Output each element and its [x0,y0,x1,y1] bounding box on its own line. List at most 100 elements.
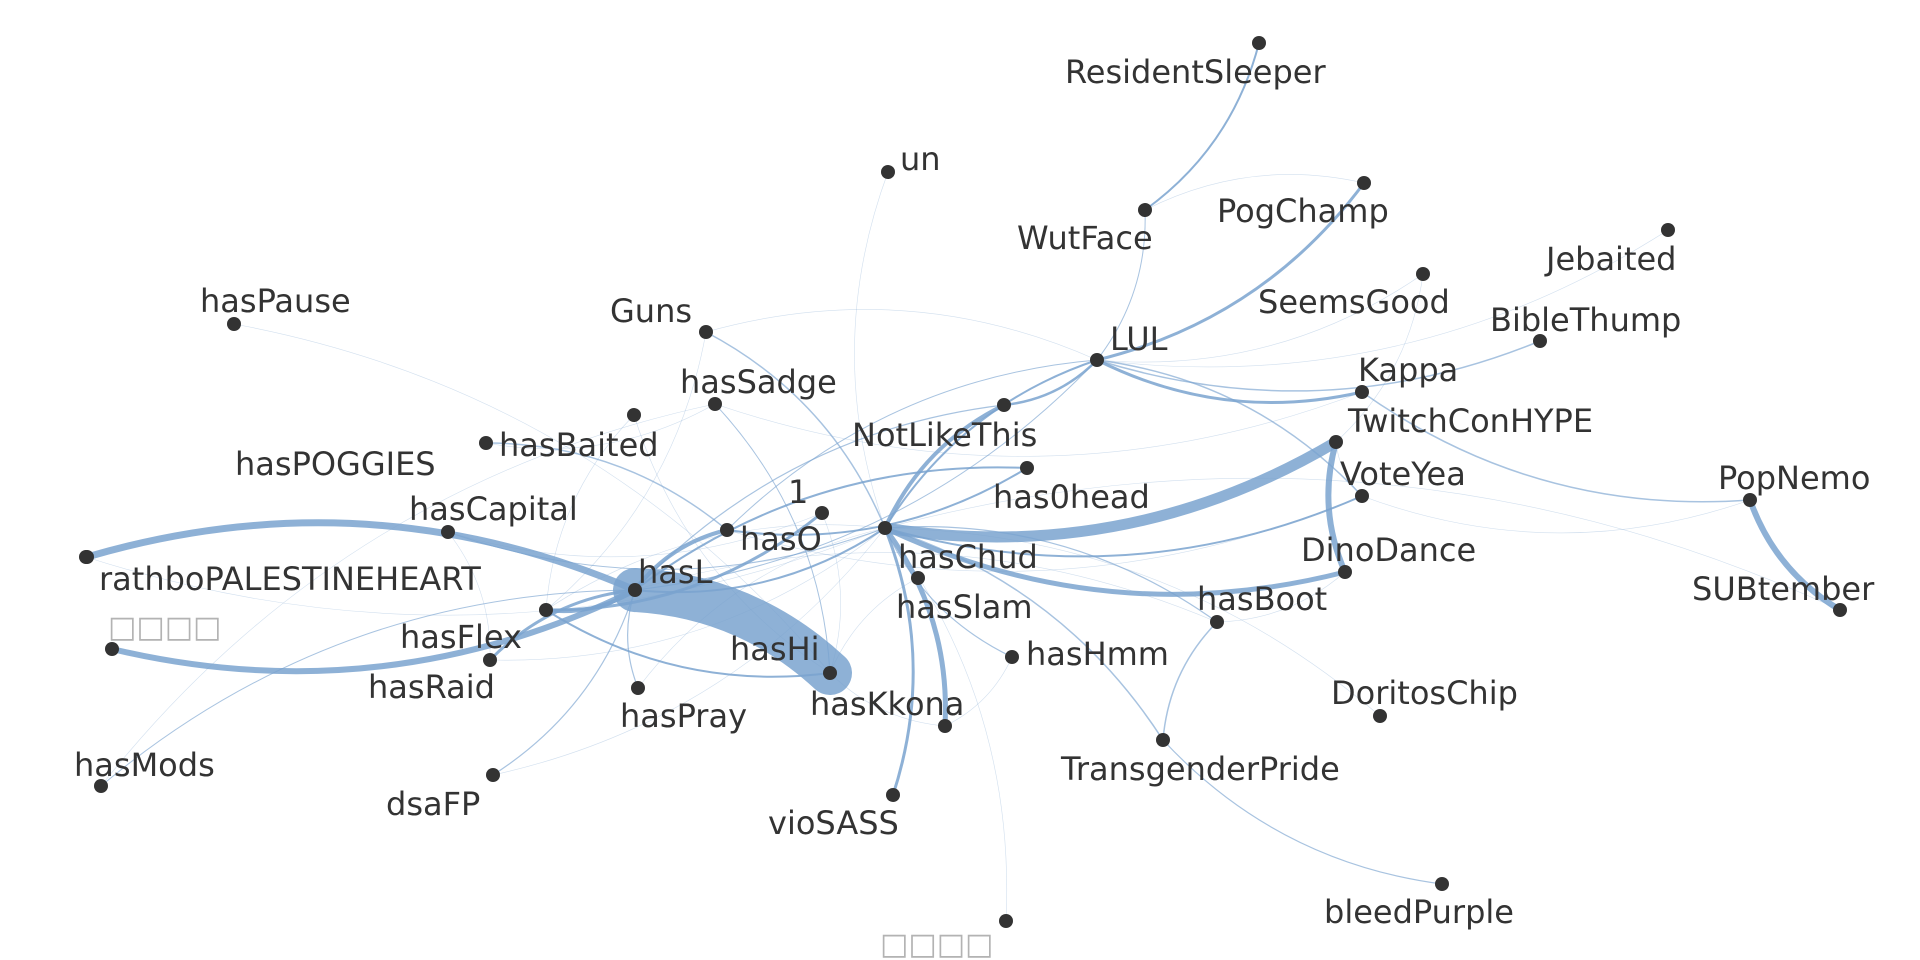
node-hasflex-label: hasFlex [400,618,522,656]
node-residentsleeper-label: ResidentSleeper [1065,53,1326,91]
edge-hasl-haso [633,528,729,592]
node-has0head-label: has0head [993,478,1150,516]
node-guns-dot [699,325,713,339]
edge-wutface-residentsleeper [1144,42,1260,211]
node-haso-dot [720,523,734,537]
edge-haschud-lul [884,359,1098,529]
edge-hascapital-haschud [447,527,886,570]
node-un-label: un [900,140,941,178]
edge-haschud-hashmm [884,527,1013,658]
node-viosass-dot [886,788,900,802]
edge-hassadge-kappa [714,391,1363,457]
node-hashmm-label: hasHmm [1026,635,1169,673]
edge-lul-voteyea [1096,359,1363,497]
edge-hasflex-1 [544,511,824,612]
node-wutface-label: WutFace [1017,219,1153,257]
edge-guns-lul [705,309,1098,361]
node-haspray-dot [631,681,645,695]
node-haspray-label: hasPray [620,697,747,735]
node-hasl-dot [628,583,642,597]
edge-haspause-hashi [233,323,831,674]
edge-layer [83,42,1843,922]
node-twitchconhype-label: TwitchConHYPE [1347,402,1593,440]
node-bleedpurple-dot [1435,877,1449,891]
edge-un-haschud [854,171,889,529]
node-missing2-dot [999,914,1013,928]
node-has0head-dot [1020,461,1034,475]
node-haschud-dot [878,521,892,535]
edge-hasl-lul [634,359,1098,591]
node-kappa-label: Kappa [1358,351,1458,389]
edge-haschud-hasl [634,527,886,594]
node-biblethump-label: BibleThump [1490,301,1681,339]
edge-wutface-lul [1096,209,1146,361]
edge-lul-jebaited [1096,229,1669,368]
edge-lul-kappa [1095,358,1364,404]
node-hasmods-dot [94,779,108,793]
node-hasl-label: hasL [638,553,713,591]
node-hassadge-dot [708,397,722,411]
node-1-label: 1 [788,473,808,511]
edge-haspoggies-hasflex [545,414,635,611]
node-lul-label: LUL [1110,320,1168,358]
edge-rathbo-dot-haschud [85,527,886,616]
edge-hasl-haspray [627,589,639,689]
node-seemsgood-label: SeemsGood [1258,283,1450,321]
node-dsafp-label: dsaFP [386,785,480,823]
node-dinodance-dot [1338,565,1352,579]
edge-haschud-dinodance [882,525,1348,597]
edge-lul-biblethump [1096,340,1541,392]
node-wutface-dot [1138,203,1152,217]
node-transgenderpride-dot [1156,733,1170,747]
node-hasraid-dot [483,653,497,667]
edge-hasraid-haschud [489,527,886,661]
node-popnemo-dot [1743,493,1757,507]
node-haschud-label: hasChud [898,538,1038,576]
node-doritoschip-dot [1373,709,1387,723]
edge-hasbaited-haso [485,442,728,531]
edge-haschud-haskkona [882,525,948,729]
edge-kappa-popnemo [1361,391,1751,503]
edge-haschud-notlikethis [883,403,1006,530]
node-subtember-dot [1833,603,1847,617]
edge-guns-haschud [705,331,886,529]
node-bleedpurple-label: bleedPurple [1324,893,1514,931]
edge-haschud-subtember [884,477,1841,611]
node-pogchamp-dot [1357,176,1371,190]
edge-wutface-pogchamp [1144,174,1365,211]
node-hasslam-label: hasSlam [896,588,1033,626]
edge-haskkona-hashmm [944,656,1013,727]
node-notlikethis-label: NotLikeThis [852,416,1037,454]
edge-lul-seemsgood [1096,273,1424,363]
node-doritoschip-label: DoritosChip [1331,674,1518,712]
edge-hasl-dsafp [492,589,636,776]
edge-seemsgood-twitchconhype [1335,273,1424,443]
node-hasraid-label: hasRaid [368,668,495,706]
node-subtember-label: SUBtember [1692,570,1875,608]
node-haso-label: hasO [740,520,822,558]
node-hasboot-label: hasBoot [1197,580,1327,618]
node-haspoggies-dot [627,408,641,422]
node-1-dot [815,506,829,520]
node-missing1-label: □□□□ [108,610,221,645]
node-twitchconhype-dot [1329,435,1343,449]
node-residentsleeper-dot [1252,36,1266,50]
node-voteyea-label: VoteYea [1340,455,1466,493]
edge-haspoggies-hashi [633,414,831,674]
edge-haschud-doritoschip [884,527,1381,717]
node-jebaited-dot [1661,223,1675,237]
edge-voteyea-popnemo [1361,495,1751,534]
node-rathbo-dot-dot [79,550,93,564]
node-transgenderpride-label: TransgenderPride [1060,750,1340,788]
node-hashi-dot [823,666,837,680]
node-viosass-label: vioSASS [768,804,899,842]
edge-haschud-hasboot [884,526,1218,623]
edge-haschud-twitchconhype [879,436,1342,543]
node-hasboot-dot [1210,615,1224,629]
edge-hasbaited-hassadge [485,403,716,450]
node-haspause-dot [227,317,241,331]
node-biblethump-dot [1533,334,1547,348]
node-notlikethis-dot [997,398,1011,412]
edge-haso-voteyea [726,495,1363,572]
